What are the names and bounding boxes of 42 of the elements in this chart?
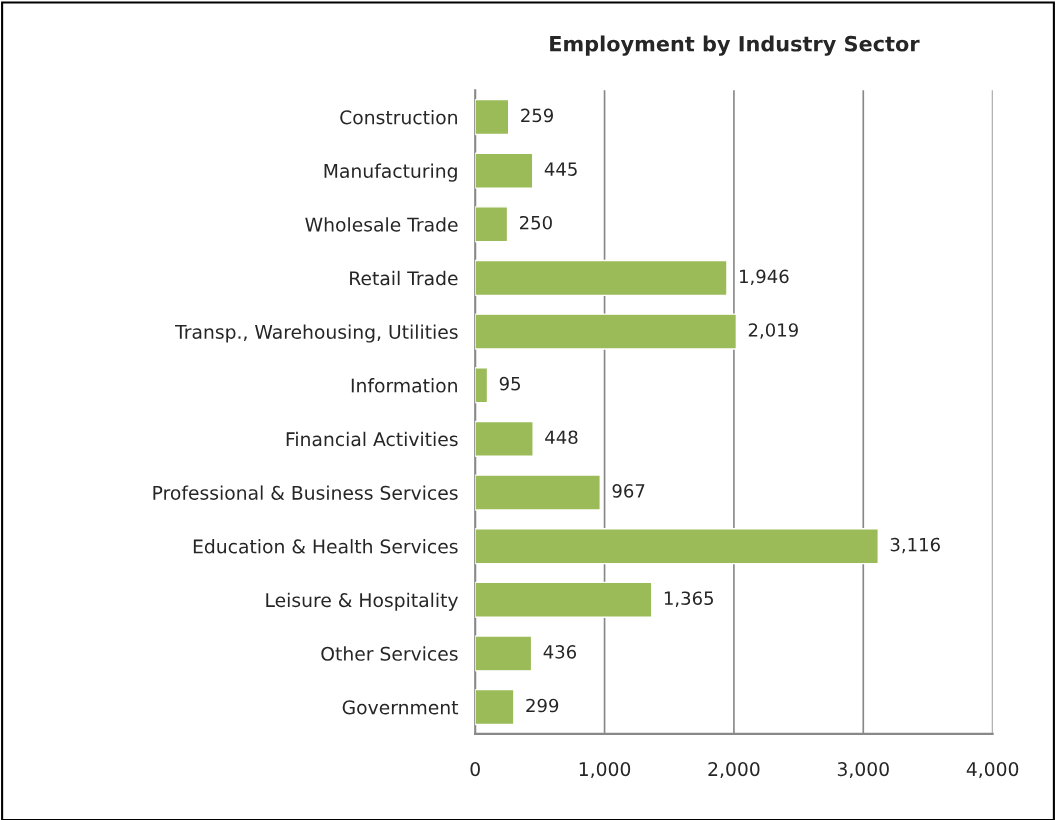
data-label: 250: [519, 215, 552, 230]
data-label: 967: [612, 484, 645, 498]
x-tick-label: 0: [470, 762, 480, 777]
bar: [475, 206, 509, 243]
bar: [475, 259, 728, 297]
bar: [475, 581, 653, 618]
y-tick-label: Other Services: [321, 646, 458, 661]
data-label: 448: [545, 430, 578, 445]
y-tick-label: Transp., Warehousing, Utilities: [175, 324, 458, 343]
data-label: 436: [543, 645, 577, 659]
data-label: 3,116: [890, 537, 940, 554]
x-tick-label: 2,000: [708, 762, 760, 779]
x-tick-label: 3,000: [837, 762, 889, 779]
data-label: 445: [544, 162, 577, 176]
y-tick-label: Education & Health Services: [193, 539, 458, 554]
chart-title: Employment by Industry Sector: [550, 35, 920, 56]
bar: [475, 635, 533, 672]
y-tick-label: Government: [342, 700, 459, 715]
bar: [475, 528, 879, 565]
x-tick-label: 1,000: [579, 762, 631, 779]
data-label: 1,365: [664, 591, 713, 607]
y-tick-label: Leisure & Hospitality: [266, 592, 458, 611]
bar: [475, 367, 489, 404]
data-label: 2,019: [748, 323, 798, 339]
data-label: 1,946: [740, 269, 789, 286]
data-label: 95: [499, 376, 520, 391]
bar: [475, 98, 510, 136]
y-tick-label: Retail Trade: [350, 270, 458, 286]
y-tick-label: Information: [351, 378, 457, 393]
bar: [475, 420, 534, 457]
data-label: 299: [526, 698, 559, 713]
y-tick-label: Financial Activities: [286, 431, 458, 447]
y-tick-label: Wholesale Trade: [305, 217, 458, 232]
bar: [475, 313, 738, 350]
bar: [475, 688, 515, 726]
data-label: 259: [521, 108, 554, 123]
bar: [475, 152, 534, 189]
y-tick-label: Professional & Business Services: [153, 485, 458, 500]
bar: [475, 474, 601, 511]
x-tick-label: 4,000: [966, 762, 1019, 779]
y-tick-label: Construction: [340, 109, 457, 125]
y-tick-label: Manufacturing: [324, 163, 457, 182]
